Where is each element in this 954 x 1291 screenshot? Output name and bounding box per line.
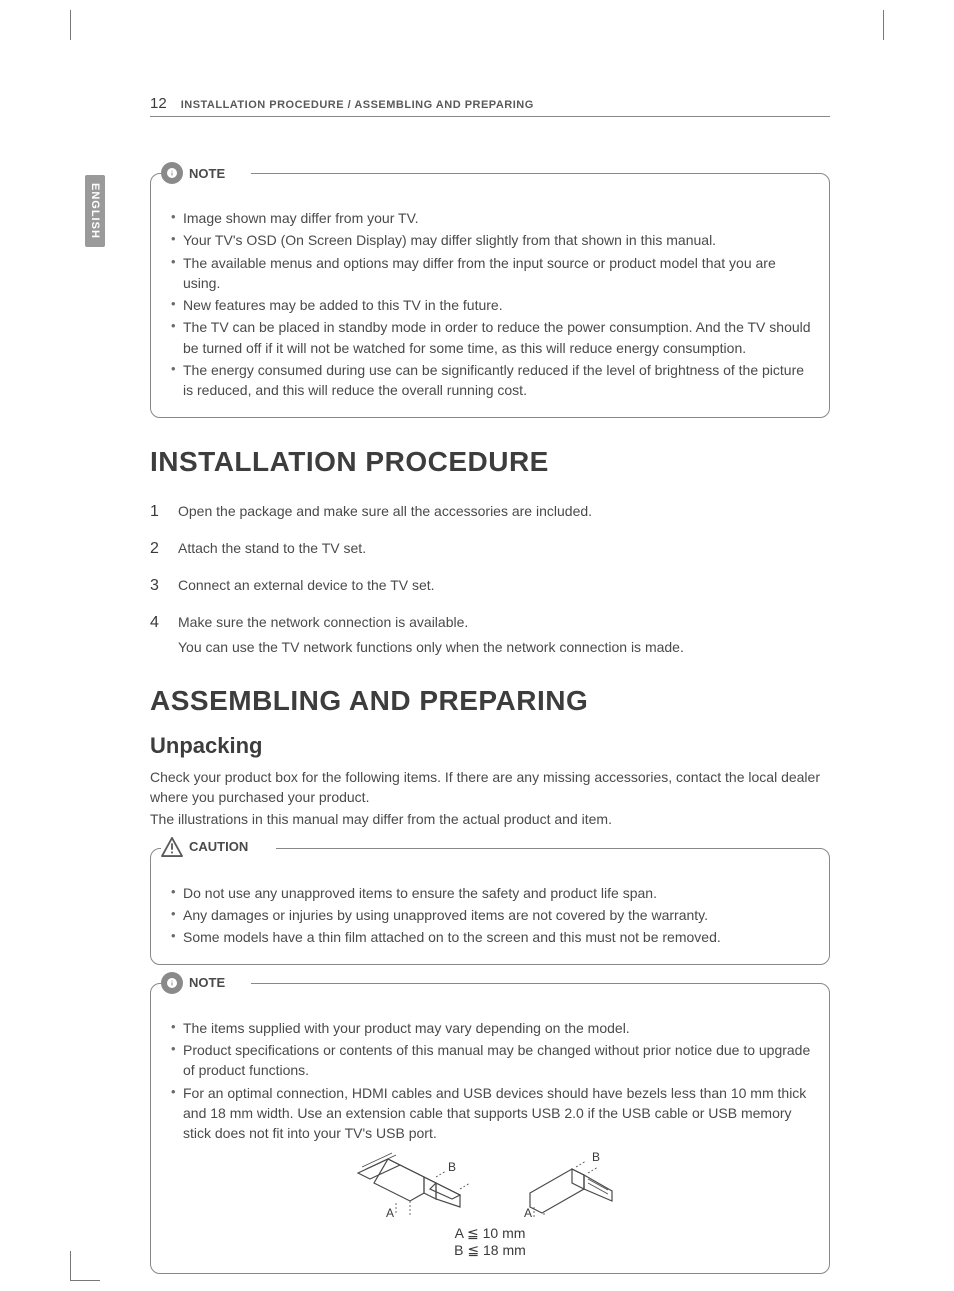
step-text-main: Make sure the network connection is avai… — [178, 614, 468, 630]
note-label: NOTE — [161, 972, 233, 994]
note-callout-2: NOTE The items supplied with your produc… — [150, 983, 830, 1275]
list-item: New features may be added to this TV in … — [171, 295, 813, 315]
step-item: 1 Open the package and make sure all the… — [150, 500, 830, 523]
caution-label: CAUTION — [161, 837, 256, 857]
body-text: The illustrations in this manual may dif… — [150, 809, 830, 829]
list-item: Do not use any unapproved items to ensur… — [171, 883, 813, 903]
diagram-label-b: B — [592, 1150, 600, 1164]
note-icon — [161, 162, 183, 184]
note-callout-1: NOTE Image shown may differ from your TV… — [150, 173, 830, 418]
step-number: 2 — [150, 537, 164, 560]
caution-icon — [161, 837, 183, 857]
list-item: Some models have a thin film attached on… — [171, 927, 813, 947]
note-label: NOTE — [161, 162, 233, 184]
crop-mark — [70, 1280, 100, 1281]
diagram-label-a: A — [524, 1206, 532, 1220]
dimension-a: A ≦ 10 mm — [167, 1225, 813, 1242]
step-item: 4 Make sure the network connection is av… — [150, 611, 830, 657]
page-number: 12 — [150, 95, 167, 112]
step-number: 4 — [150, 611, 164, 657]
step-number: 3 — [150, 574, 164, 597]
note2-list: The items supplied with your product may… — [167, 1018, 813, 1144]
section-title-assembling: ASSEMBLING AND PREPARING — [150, 685, 830, 717]
language-tab: ENGLISH — [85, 175, 105, 247]
header-title: INSTALLATION PROCEDURE / ASSEMBLING AND … — [181, 99, 534, 111]
installation-steps: 1 Open the package and make sure all the… — [150, 500, 830, 657]
step-text-sub: You can use the TV network functions onl… — [178, 637, 684, 657]
usb-diagram: A B — [518, 1149, 628, 1221]
list-item: The energy consumed during use can be si… — [171, 360, 813, 401]
note-label-text: NOTE — [189, 975, 225, 990]
step-item: 3 Connect an external device to the TV s… — [150, 574, 830, 597]
note1-list: Image shown may differ from your TV. You… — [167, 208, 813, 401]
hdmi-diagram: A B — [352, 1149, 482, 1221]
step-text: Connect an external device to the TV set… — [178, 574, 435, 597]
page-content: 12 INSTALLATION PROCEDURE / ASSEMBLING A… — [150, 95, 830, 1274]
caution-callout: CAUTION Do not use any unapproved items … — [150, 848, 830, 965]
list-item: Image shown may differ from your TV. — [171, 208, 813, 228]
list-item: The items supplied with your product may… — [171, 1018, 813, 1038]
list-item: Any damages or injuries by using unappro… — [171, 905, 813, 925]
note-label-text: NOTE — [189, 166, 225, 181]
list-item: For an optimal connection, HDMI cables a… — [171, 1083, 813, 1144]
page-header: 12 INSTALLATION PROCEDURE / ASSEMBLING A… — [150, 95, 830, 117]
subsection-unpacking: Unpacking — [150, 733, 830, 759]
section-title-installation: INSTALLATION PROCEDURE — [150, 446, 830, 478]
connector-diagram: A B A B — [167, 1149, 813, 1221]
body-text: Check your product box for the following… — [150, 767, 830, 808]
step-number: 1 — [150, 500, 164, 523]
list-item: The TV can be placed in standby mode in … — [171, 317, 813, 358]
step-text: Attach the stand to the TV set. — [178, 537, 366, 560]
caution-label-text: CAUTION — [189, 839, 248, 854]
crop-mark — [883, 10, 884, 40]
crop-mark — [70, 1251, 71, 1281]
step-text: Open the package and make sure all the a… — [178, 500, 592, 523]
step-text: Make sure the network connection is avai… — [178, 611, 684, 657]
step-item: 2 Attach the stand to the TV set. — [150, 537, 830, 560]
dimension-b: B ≦ 18 mm — [167, 1242, 813, 1259]
note-icon — [161, 972, 183, 994]
crop-mark — [70, 10, 71, 40]
diagram-label-b: B — [448, 1160, 456, 1174]
list-item: Product specifications or contents of th… — [171, 1040, 813, 1081]
caution-list: Do not use any unapproved items to ensur… — [167, 883, 813, 948]
list-item: The available menus and options may diff… — [171, 253, 813, 294]
diagram-label-a: A — [386, 1206, 394, 1220]
list-item: Your TV's OSD (On Screen Display) may di… — [171, 230, 813, 250]
